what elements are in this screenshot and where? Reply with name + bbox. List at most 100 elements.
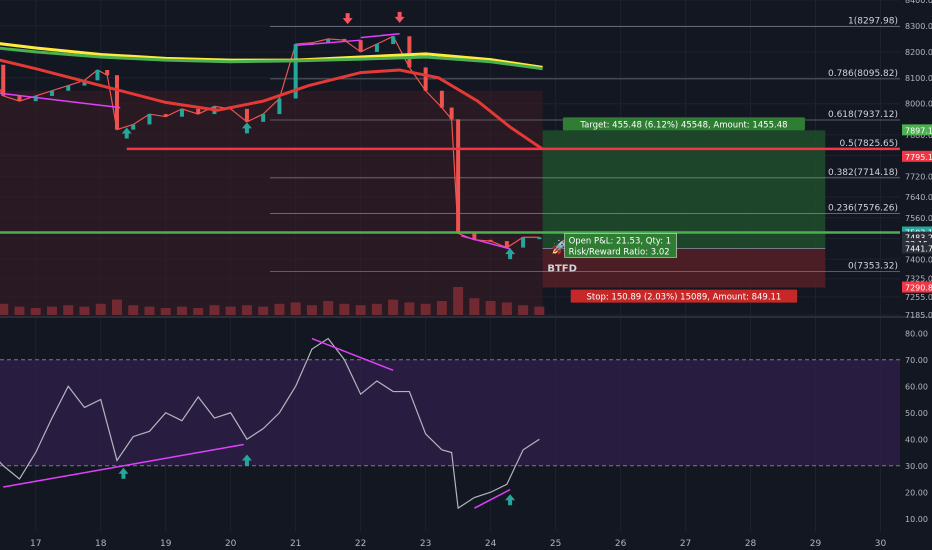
price-tag-label: 7897.19 — [905, 126, 932, 135]
rsi-trendline — [311, 337, 394, 372]
trendline — [461, 235, 511, 250]
horizontal-lines[interactable] — [0, 147, 900, 234]
volume-bar — [339, 303, 350, 315]
price-tag-label: 7441.71 — [905, 244, 932, 253]
volume-bar — [193, 308, 204, 315]
volume-bar — [534, 306, 545, 315]
long-position-tool[interactable] — [542, 130, 826, 288]
rsi-tick-label: 40.00 — [905, 435, 928, 444]
rsi-trendline — [3, 443, 244, 488]
volume-bars — [0, 287, 545, 315]
trendline — [295, 39, 361, 47]
moving-averages — [0, 42, 544, 151]
rsi-tick-label: 80.00 — [905, 329, 928, 338]
trendline — [360, 32, 400, 39]
candle — [488, 239, 493, 242]
volume-bar — [274, 303, 285, 315]
price-tick-label: 7325.00 — [905, 275, 932, 284]
arrow-up-icon — [241, 454, 252, 466]
volume-bar — [79, 306, 90, 315]
price-trendlines[interactable] — [0, 32, 511, 250]
price-tick-label: 8100.00 — [905, 74, 932, 83]
candle — [472, 233, 477, 240]
volume-bar — [404, 302, 415, 315]
price-tick-label: 7185.00 — [905, 311, 932, 320]
time-tick-label: 23 — [420, 539, 431, 549]
candle — [537, 237, 542, 240]
volume-bar — [371, 303, 382, 315]
arrow-up-icon — [505, 494, 516, 506]
price-tick-label: 8400.00 — [905, 0, 932, 5]
fib-level-label: 0.382(7714.18) — [828, 168, 898, 178]
candle — [504, 241, 509, 248]
volume-bar — [258, 306, 269, 315]
moving-average-line — [0, 46, 543, 71]
time-tick-label: 21 — [290, 539, 301, 549]
price-tag-bg — [902, 150, 932, 162]
fib-level-label: 0.236(7576.26) — [828, 204, 898, 214]
fib-level-label: 0(7353.32) — [848, 261, 898, 271]
price-tag-bg — [902, 231, 932, 243]
volume-bar — [95, 303, 106, 315]
volume-bar — [46, 306, 57, 315]
candle — [17, 95, 22, 102]
open-pnl-label: Open P&L: 21.53, Qty: 1 — [569, 236, 672, 246]
arrow-up-icon — [505, 248, 516, 260]
candle — [131, 124, 136, 130]
time-tick-label: 20 — [225, 539, 237, 549]
candle — [49, 90, 54, 96]
price-tick-label: 7640.00 — [905, 193, 932, 202]
candle — [95, 70, 100, 81]
time-tick-label: 19 — [160, 539, 172, 549]
candle — [179, 108, 184, 117]
volume-bar — [290, 302, 301, 315]
volume-bar — [160, 308, 171, 315]
volume-bar — [453, 287, 464, 315]
moving-average-line — [0, 58, 544, 151]
volume-bar — [501, 302, 512, 315]
volume-bar — [518, 305, 529, 315]
time-tick-label: 30 — [875, 539, 887, 549]
price-tag-bg — [902, 242, 932, 254]
volume-bar — [63, 305, 74, 315]
rsi-tick-label: 20.00 — [905, 488, 928, 497]
time-tick-label: 29 — [810, 539, 822, 549]
price-tick-label: 8000.00 — [905, 100, 932, 109]
volume-bar — [306, 305, 317, 315]
volume-bar — [241, 305, 252, 315]
candle — [261, 114, 266, 122]
price-background — [0, 90, 543, 315]
candle — [33, 95, 38, 102]
price-tick-label: 7720.00 — [905, 172, 932, 181]
time-tick-label: 24 — [485, 539, 497, 549]
candle — [342, 38, 347, 41]
candle — [391, 36, 396, 45]
volume-bar — [469, 298, 480, 315]
volume-bar — [128, 305, 139, 315]
price-tick-label: 8300.00 — [905, 22, 932, 31]
rsi-tick-label: 70.00 — [905, 356, 928, 365]
candle — [196, 108, 201, 115]
time-axis[interactable]: 17 18 19 20 21 22 23 24 25 26 27 28 29 30 — [30, 539, 886, 549]
time-tick-label: 28 — [745, 539, 757, 549]
volume-bar — [111, 299, 122, 315]
moving-average-line — [0, 42, 543, 69]
candle — [82, 80, 87, 86]
price-axis[interactable]: 8400.008300.008200.008100.008000.007880.… — [902, 0, 932, 320]
info-box-bg — [564, 233, 677, 258]
volume-bar — [420, 303, 431, 315]
target-label-bg — [562, 117, 805, 131]
rsi-trendline — [474, 488, 511, 509]
volume-bar — [14, 306, 25, 315]
volume-bar — [436, 301, 447, 315]
candle — [277, 98, 282, 115]
rsi-axis[interactable]: 80.00 70.00 60.00 50.00 40.00 30.00 20.00 10.00 — [905, 329, 928, 524]
volume-bar — [0, 303, 9, 315]
rsi-tick-label: 50.00 — [905, 409, 928, 418]
price-shade — [0, 90, 543, 315]
price-tick-label: 7400.00 — [905, 255, 932, 264]
arrow-up-icon — [241, 122, 252, 134]
candle — [326, 38, 331, 43]
price-tick-label: 8200.00 — [905, 48, 932, 57]
